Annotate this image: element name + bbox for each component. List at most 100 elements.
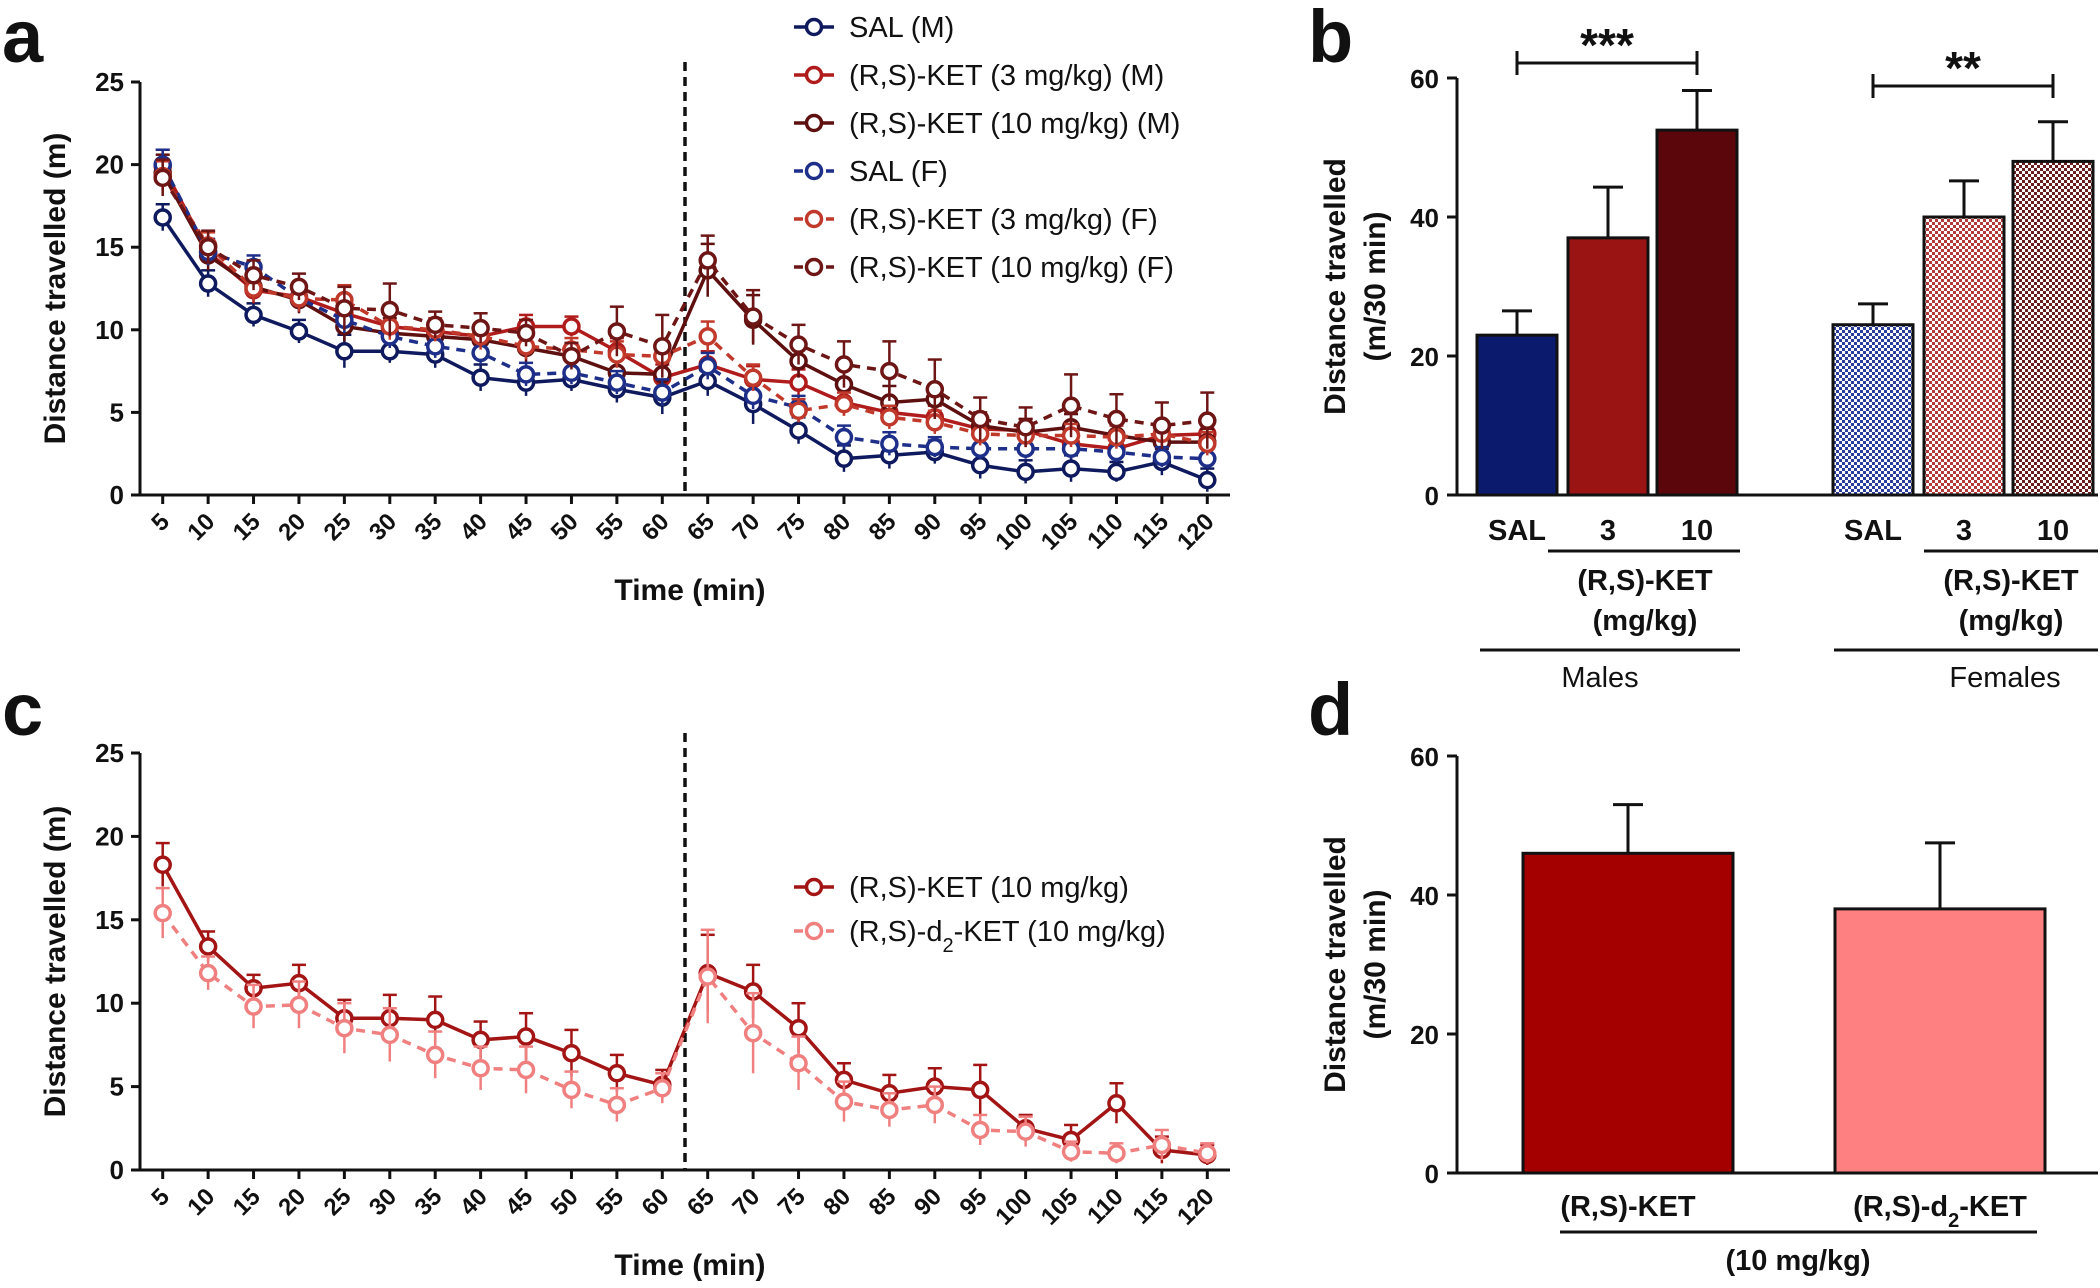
data-point — [789, 401, 808, 420]
x-tick-label: 90 — [909, 508, 947, 546]
x-axis-label: Time (min) — [614, 1249, 765, 1282]
data-point — [880, 408, 899, 427]
data-point — [834, 427, 854, 447]
x-tick-label: 20 — [273, 1183, 311, 1221]
data-point — [698, 327, 717, 346]
bar-label: 3 — [1600, 515, 1616, 547]
data-point — [562, 1043, 581, 1063]
panel-label-a: a — [2, 0, 44, 78]
data-point — [562, 346, 581, 366]
panel-label-d: d — [1308, 668, 1353, 751]
x-tick-label: 65 — [682, 1183, 720, 1221]
bar-label: 10 — [1681, 515, 1713, 547]
x-tick-label: 80 — [818, 1183, 856, 1221]
data-point — [425, 315, 445, 335]
bar-label: 10 — [2037, 515, 2069, 547]
x-tick-label: 45 — [500, 508, 538, 546]
data-point — [1061, 396, 1081, 416]
data-point — [153, 855, 172, 875]
x-tick-label: 55 — [591, 508, 629, 546]
y-tick-label: 40 — [1410, 881, 1439, 911]
data-point — [925, 380, 945, 399]
x-tick-label: 25 — [319, 508, 357, 546]
data-point — [789, 421, 808, 440]
x-tick-label: 110 — [1082, 1183, 1128, 1229]
y-tick-label: 60 — [1410, 742, 1439, 772]
x-tick-label: 60 — [637, 1183, 675, 1221]
legend-label: (R,S)-KET (10 mg/kg) — [849, 872, 1129, 904]
x-tick-label: 90 — [909, 1183, 947, 1221]
data-point — [789, 335, 808, 354]
legend-entry-2: (R,S)-d2-KET (10 mg/kg) — [794, 916, 1166, 957]
legend-entry-5: (R,S)-KET (3 mg/kg) (F) — [794, 204, 1158, 236]
x-tick-label: 35 — [409, 1183, 447, 1221]
data-point — [335, 342, 354, 361]
data-point — [1061, 1142, 1081, 1161]
data-point — [289, 277, 309, 297]
data-point — [244, 266, 263, 285]
x-tick-label: 85 — [864, 508, 902, 546]
data-point — [562, 317, 581, 336]
y-tick-label: 60 — [1410, 64, 1439, 94]
x-tick-label: 120 — [1172, 1183, 1219, 1230]
data-point — [607, 373, 627, 392]
data-point — [743, 307, 763, 326]
bar-6 — [2011, 159, 2095, 497]
x-tick-label: 30 — [364, 508, 402, 546]
x-tick-label: 25 — [319, 1183, 357, 1221]
y-tick-label: 0 — [1425, 1159, 1439, 1189]
y-axis-label-line-2: (m/30 min) — [1359, 889, 1392, 1039]
legend-swatch-marker — [804, 257, 824, 277]
data-point — [1198, 411, 1217, 430]
legend-swatch-marker — [804, 209, 824, 229]
x-tick-label: 35 — [409, 508, 447, 546]
data-point — [244, 997, 263, 1016]
legend-swatch-marker — [804, 161, 824, 181]
panel-d-bar-chart: 0 20 40 60 Distance travelled (m/30 min) (R,S)… — [1319, 742, 2098, 1277]
bar-2 — [1833, 907, 2047, 1175]
y-axis-label: Distance travelled (m) — [39, 806, 72, 1118]
legend-label: (R,S)-KET (10 mg/kg) (F) — [849, 252, 1174, 284]
data-point — [1198, 470, 1217, 490]
data-point — [516, 1027, 536, 1046]
bar-label: (R,S)-KET — [1560, 1191, 1696, 1223]
y-tick-label: 5 — [110, 1072, 124, 1102]
panel-label-c: c — [2, 668, 43, 751]
legend-swatch-marker — [804, 921, 824, 941]
y-tick-label: 10 — [95, 315, 124, 345]
data-point — [789, 1053, 808, 1073]
data-point — [153, 208, 172, 227]
data-point — [925, 437, 945, 457]
data-point — [653, 1079, 672, 1098]
data-point — [198, 963, 218, 983]
bar-2 — [1566, 236, 1650, 497]
data-point — [653, 337, 672, 356]
y-tick-label: 25 — [95, 67, 124, 97]
data-point — [380, 300, 400, 320]
legend-label: SAL (M) — [849, 12, 954, 44]
data-point — [834, 355, 854, 374]
x-tick-label: 10 — [182, 508, 220, 546]
data-point — [1016, 1122, 1035, 1141]
x-tick-label: 30 — [364, 1183, 402, 1221]
x-tick-label: 70 — [727, 1183, 765, 1221]
bar-4 — [1831, 323, 1915, 497]
data-point — [1107, 462, 1126, 482]
legend-entry-6: (R,S)-KET (10 mg/kg) (F) — [794, 252, 1174, 284]
y-tick-label: 0 — [1425, 481, 1439, 511]
x-tick-label: 120 — [1172, 508, 1219, 555]
data-point — [880, 361, 899, 381]
legend-label: (R,S)-KET (3 mg/kg) (F) — [849, 204, 1158, 236]
legend-swatch-marker — [804, 17, 824, 37]
data-point — [1061, 459, 1081, 478]
data-point — [425, 1010, 445, 1030]
group-label-females: Females — [1949, 662, 2060, 694]
panel-b-bar-chart: 0 20 40 60 Distance travelled (m/30 min) SAL 3 1… — [1319, 19, 2098, 694]
data-point — [880, 434, 899, 454]
data-point — [198, 237, 218, 257]
data-point — [607, 1095, 627, 1115]
dose-label-males: (R,S)-KET — [1577, 565, 1713, 597]
